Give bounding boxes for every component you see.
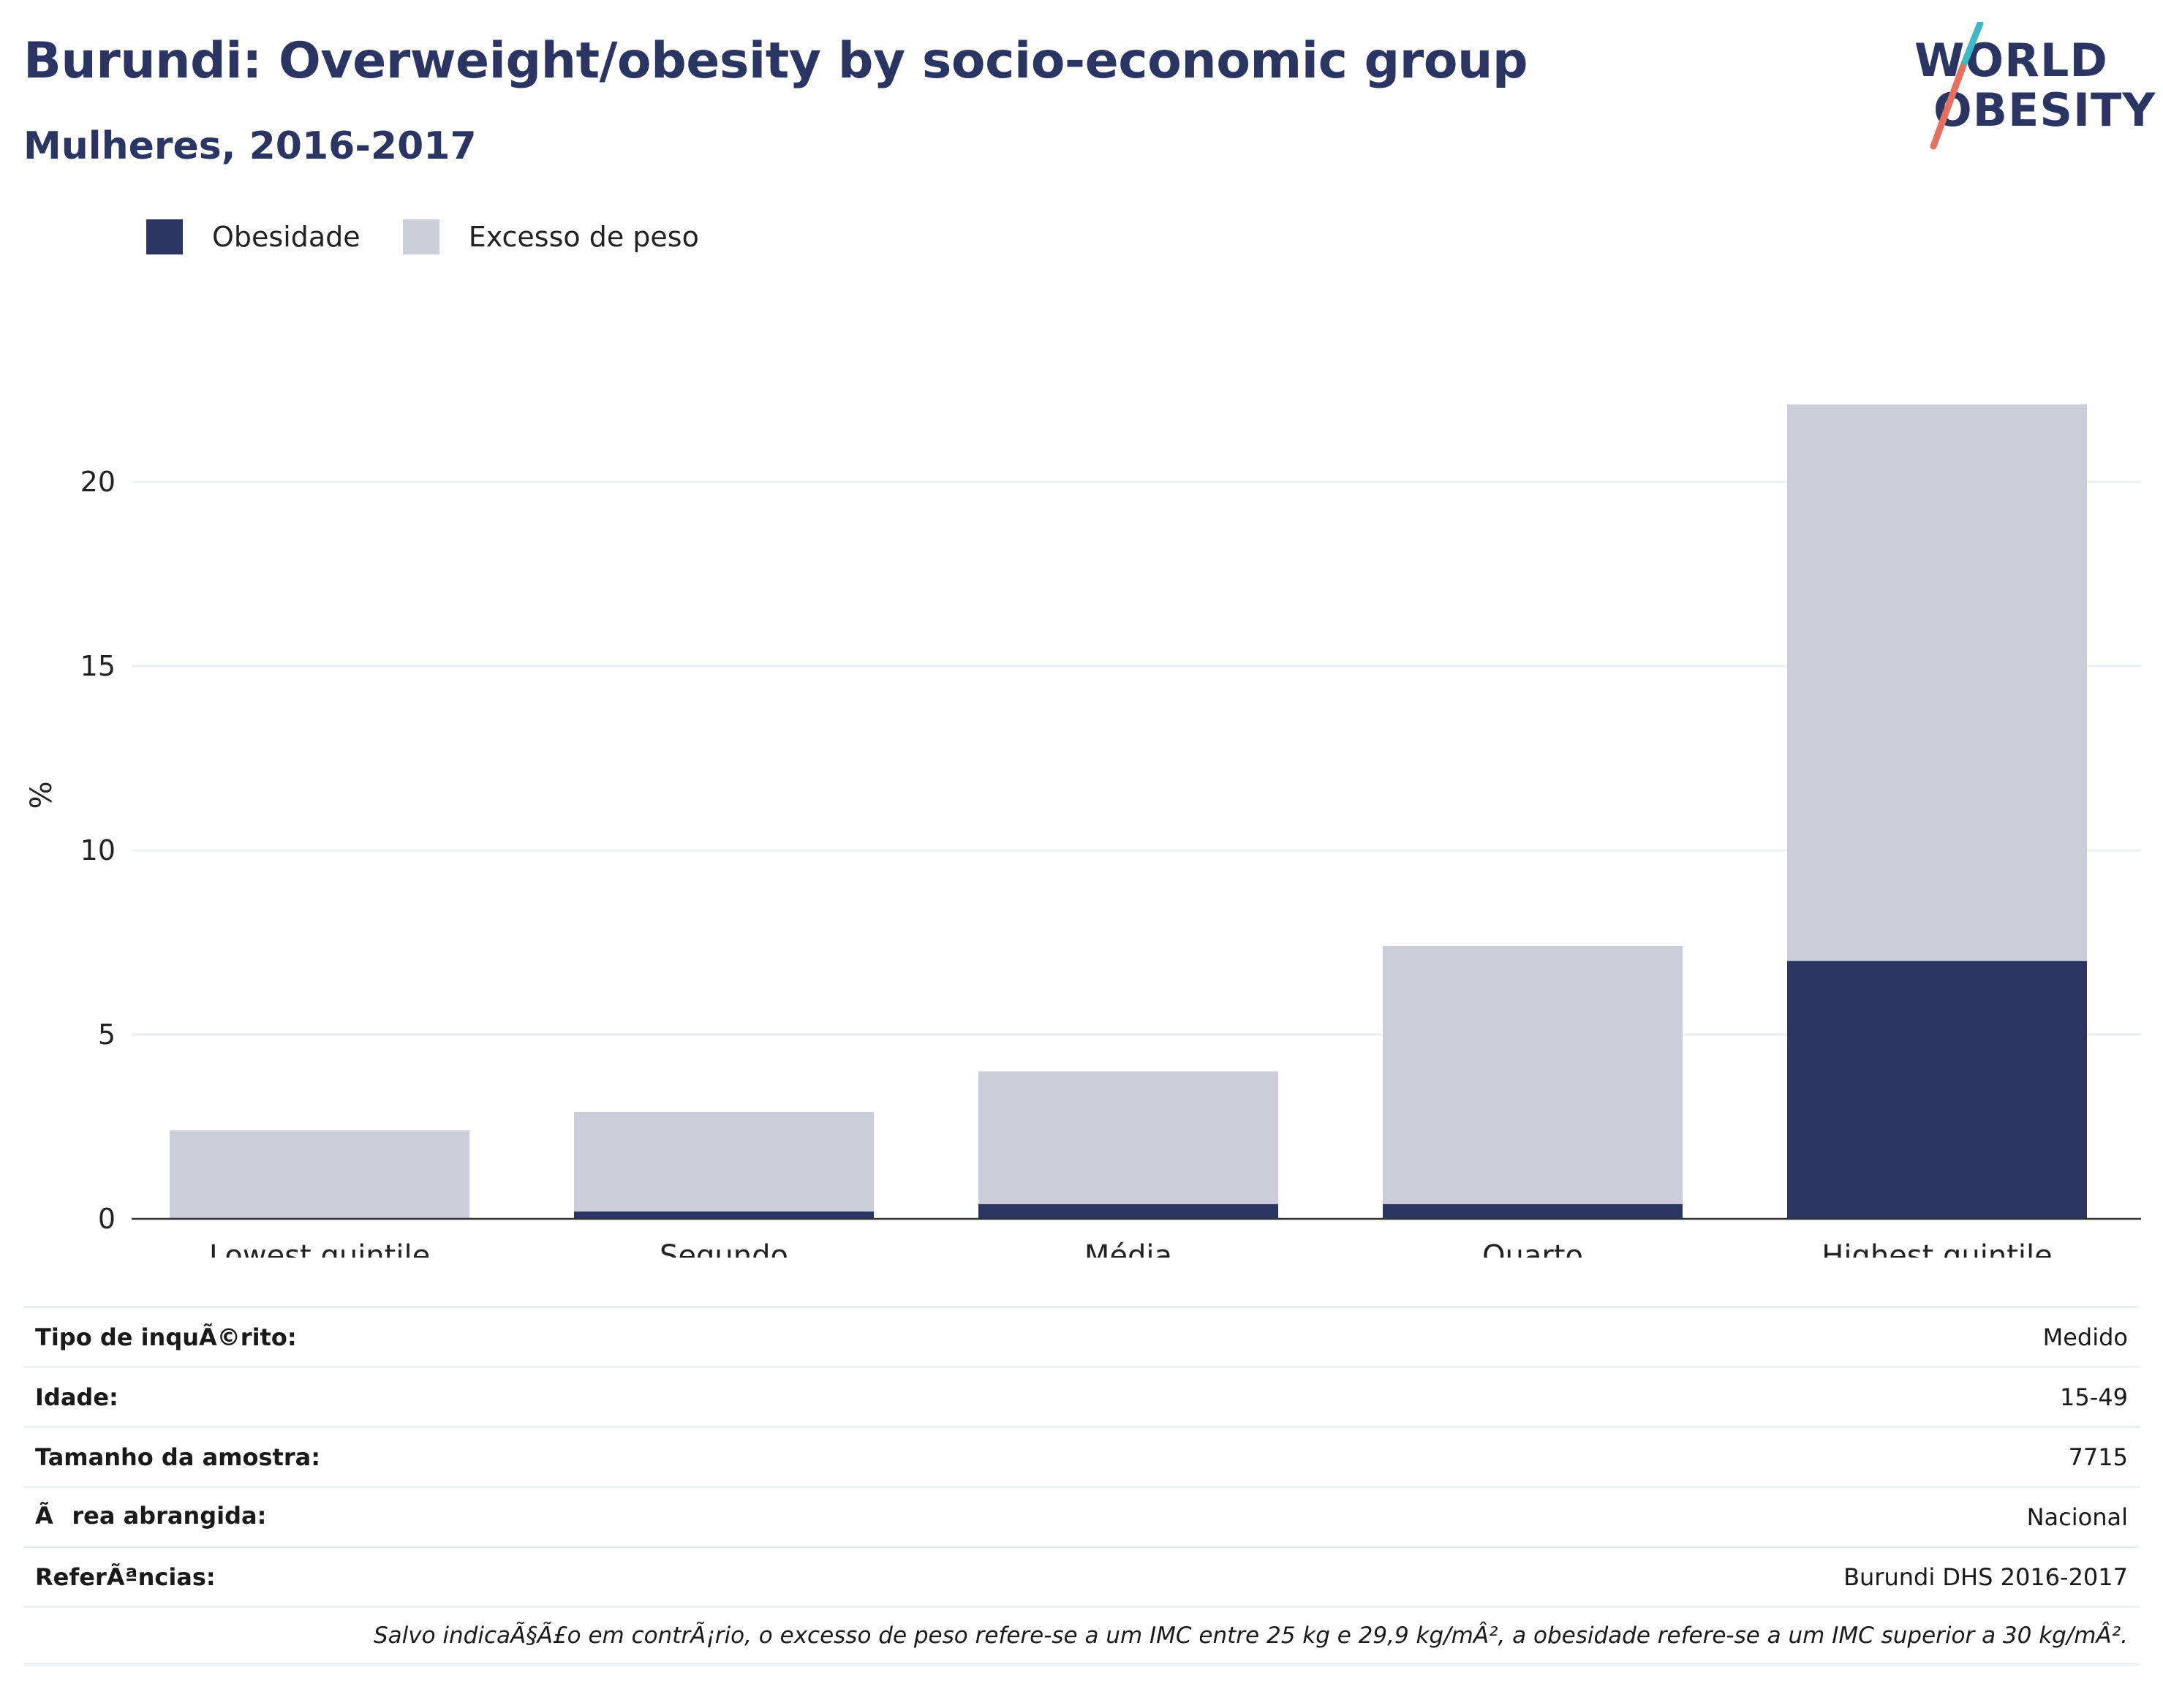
legend-swatch-obesity (146, 219, 183, 254)
info-value: Nacional (2026, 1503, 2128, 1531)
bar-overweight (170, 1130, 469, 1219)
x-tick-label: Quarto (1482, 1239, 1583, 1258)
info-key: Tipo de inquÃ©rito: (35, 1323, 297, 1351)
legend-item-overweight: Excesso de peso (402, 219, 699, 254)
y-tick-label: 0 (98, 1203, 116, 1235)
info-key: Ãrea abrangida: (35, 1502, 267, 1530)
x-tick-label: Highest quintile (1822, 1239, 2053, 1258)
info-row-survey-type: Tipo de inquÃ©rito: Medido (23, 1306, 2140, 1366)
note-text: Salvo indicaÃ§Ã£o em contrÃ¡rio, o exces… (373, 1622, 2128, 1649)
info-key: Idade: (35, 1383, 118, 1411)
legend-swatch-overweight (402, 219, 439, 254)
info-value: Medido (2042, 1323, 2128, 1351)
logo-text-obesity: OBESITY (1933, 83, 2156, 137)
survey-info-table: Tipo de inquÃ©rito: Medido Idade: 15-49 … (23, 1306, 2140, 1666)
info-key: ReferÃªncias: (35, 1562, 216, 1591)
info-row-area: Ãrea abrangida: Nacional (23, 1486, 2140, 1546)
legend-item-obesity: Obesidade (146, 219, 360, 254)
info-row-sample-size: Tamanho da amostra: 7715 (23, 1426, 2140, 1486)
x-tick-label: Segundo (660, 1239, 788, 1258)
info-value: 15-49 (2060, 1383, 2128, 1411)
legend-label-obesity: Obesidade (212, 221, 360, 253)
bar-overweight (1383, 946, 1683, 1204)
bar-obesity (978, 1203, 1278, 1219)
bar-overweight (1787, 404, 2087, 961)
logo-text-world: WORLD (1914, 34, 2108, 87)
y-tick-label: 10 (80, 834, 116, 866)
info-value: Burundi DHS 2016-2017 (1843, 1562, 2128, 1591)
bar-obesity (574, 1211, 874, 1219)
bar-overweight (978, 1071, 1278, 1204)
y-axis-label: % (25, 781, 58, 809)
info-row-references: ReferÃªncias: Burundi DHS 2016-2017 (23, 1546, 2140, 1606)
logo-slash-icon (1930, 22, 1984, 150)
chart-legend: Obesidade Excesso de peso (146, 216, 741, 257)
y-tick-label: 5 (98, 1019, 116, 1051)
bar-chart: 0 5 10 15 20% Lowest quintile Segundo Média Quar… (25, 404, 2141, 1258)
bmi-definition-note: Salvo indicaÃ§Ã£o em contrÃ¡rio, o exces… (23, 1606, 2140, 1666)
y-tick-label: 15 (80, 650, 116, 682)
bar-obesity (1383, 1203, 1683, 1219)
world-obesity-logo: WORLD OBESITY (1901, 22, 2155, 154)
x-tick-label: Média (1084, 1239, 1172, 1258)
x-tick-label: Lowest quintile (209, 1239, 430, 1258)
legend-label-overweight: Excesso de peso (468, 221, 699, 253)
bar-obesity (1787, 961, 2087, 1219)
info-row-age: Idade: 15-49 (23, 1366, 2140, 1426)
y-tick-label: 20 (80, 466, 116, 498)
chart-title: Burundi: Overweight/obesity by socio-eco… (23, 32, 1528, 90)
info-value: 7715 (2068, 1443, 2128, 1471)
bar-overweight (574, 1111, 874, 1212)
chart-subtitle: Mulheres, 2016-2017 (23, 124, 477, 168)
info-key: Tamanho da amostra: (35, 1443, 320, 1471)
